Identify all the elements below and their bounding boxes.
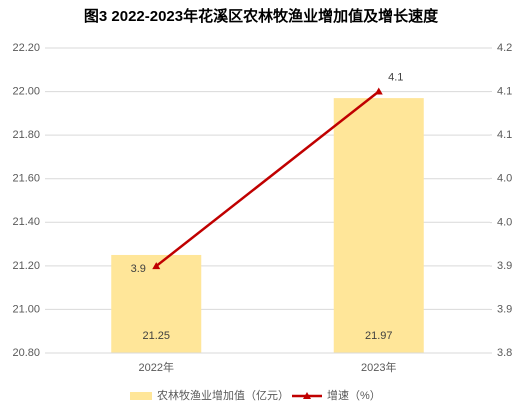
y2-tick-label: 4.1 <box>497 129 512 141</box>
legend-marker <box>303 392 311 399</box>
line-marker <box>152 262 161 270</box>
y-tick-label: 22.20 <box>12 42 40 54</box>
bar <box>111 254 202 353</box>
legend-swatch <box>130 392 152 400</box>
y-tick-label: 22.00 <box>12 85 40 97</box>
x-tick-label: 2022年 <box>139 360 174 374</box>
y-tick-label: 21.20 <box>12 260 40 272</box>
line <box>155 90 380 268</box>
x-tick-label: 2023年 <box>361 360 396 374</box>
bar-value-label: 21.97 <box>365 330 393 342</box>
bar-value-label: 21.25 <box>142 330 170 342</box>
line-marker <box>374 87 383 95</box>
y2-tick-label: 4.0 <box>497 217 512 229</box>
y-tick-label: 20.80 <box>12 347 40 359</box>
y2-tick-label: 4.2 <box>497 42 512 54</box>
line-value-label: 3.9 <box>131 263 146 275</box>
y2-tick-label: 3.8 <box>497 347 512 359</box>
y2-tick-label: 3.9 <box>497 303 512 315</box>
y-tick-label: 21.00 <box>12 303 40 315</box>
y-tick-label: 21.80 <box>12 129 40 141</box>
line-value-label: 4.1 <box>388 71 403 83</box>
legend-label: 农林牧渔业增加值（亿元） <box>157 388 289 402</box>
y-tick-label: 21.60 <box>12 173 40 185</box>
y-tick-label: 21.40 <box>12 216 40 228</box>
y2-tick-label: 3.9 <box>497 260 512 272</box>
chart-title: 图3 2022-2023年花溪区农林牧渔业增加值及增长速度 <box>84 7 439 25</box>
legend-label: 增速（%） <box>327 388 381 402</box>
y2-tick-label: 4.0 <box>497 172 512 184</box>
bar <box>333 98 424 353</box>
y2-tick-label: 4.1 <box>497 85 512 97</box>
